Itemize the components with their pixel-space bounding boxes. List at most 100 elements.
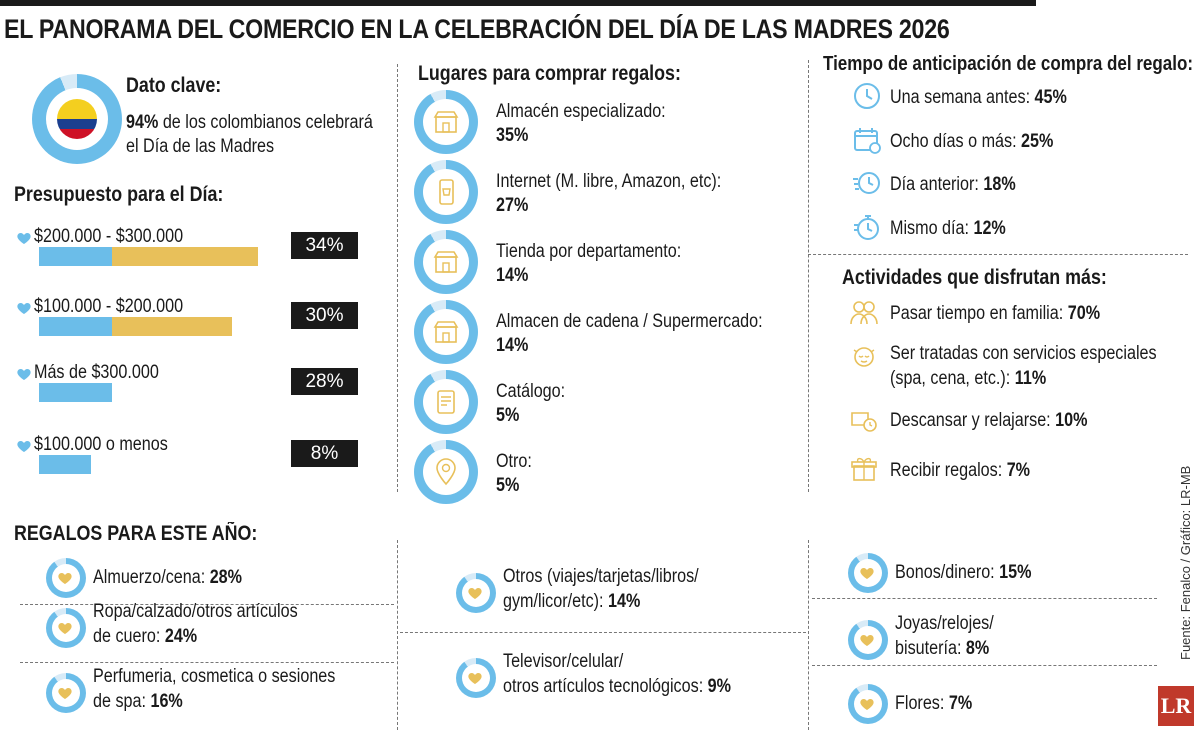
place-donut-hole: [423, 99, 469, 145]
activity-item: Recibir regalos: 7%: [890, 459, 1030, 482]
place-pct: 5%: [496, 405, 520, 426]
gift-icon: [848, 453, 880, 485]
heart-icon: [859, 565, 875, 581]
gift-pct: 7%: [948, 693, 973, 714]
gift-line-2: de cuero: 24%: [93, 625, 197, 648]
budget-bar-blue: [39, 247, 112, 266]
gift-pct: 8%: [965, 638, 990, 659]
activity-item: Pasar tiempo en familia: 70%: [890, 302, 1100, 325]
dato-clave-line-2: el Día de las Madres: [126, 136, 275, 157]
gift-pct: 24%: [164, 626, 198, 647]
place-label: Otro:: [496, 451, 532, 472]
phone-shop-icon: [430, 176, 462, 208]
budget-bar-blue: [39, 455, 91, 474]
gifts-heading: REGALOS PARA ESTE AÑO:: [14, 522, 258, 545]
clock-icon: [851, 80, 883, 112]
colombia-flag-icon: [57, 99, 97, 139]
gift-pct: 9%: [707, 676, 732, 697]
gift-line-2: gym/licor/etc): 14%: [503, 590, 640, 613]
gift-label-2: de spa:: [93, 691, 146, 712]
place-pct: 35%: [496, 125, 529, 146]
timing-item: Día anterior: 18%: [890, 173, 1016, 196]
family-icon: [848, 296, 880, 328]
gift-line-2: de spa: 16%: [93, 690, 183, 713]
place-label: Almacén especializado:: [496, 101, 666, 122]
activity-label: Descansar y relajarse:: [890, 410, 1051, 431]
separator-gifts-row-3b: [812, 665, 1157, 666]
store-icon: [430, 316, 462, 348]
places-heading: Lugares para comprar regalos:: [418, 62, 681, 85]
budget-label: $200.000 - $300.000: [34, 226, 184, 247]
gift-pct: 15%: [999, 562, 1032, 583]
budget-bar-gold: [112, 317, 232, 336]
gift-item: Flores: 7%: [895, 692, 972, 715]
activity-pct: 10%: [1055, 410, 1088, 431]
gift-line-2: otros artículos tecnológicos: 9%: [503, 675, 731, 698]
activities-heading: Actividades que disfrutan más:: [842, 266, 1107, 289]
place-pct: 14%: [496, 335, 529, 356]
separator-timing-activities: [808, 254, 1188, 255]
location-pin-icon: [430, 456, 462, 488]
timing-label: Mismo día:: [890, 218, 969, 239]
timing-pct: 45%: [1034, 87, 1067, 108]
gift-label: Televisor/celular/: [503, 651, 624, 672]
gift-item: Almuerzo/cena: 28%: [93, 566, 242, 589]
gift-label: Bonos/dinero:: [895, 562, 995, 583]
budget-pct-badge: 28%: [291, 368, 358, 395]
activity-pct: 11%: [1014, 368, 1047, 389]
heart-icon: [16, 366, 32, 382]
budget-label: $100.000 o menos: [34, 434, 168, 455]
place-label: Tienda por departamento:: [496, 241, 682, 262]
budget-pct-badge: 34%: [291, 232, 358, 259]
separator-left: [397, 64, 398, 492]
separator-right: [808, 60, 809, 492]
gift-label: Flores:: [895, 693, 945, 714]
gift-label-2: otros artículos tecnológicos:: [503, 676, 704, 697]
budget-label: Más de $300.000: [34, 362, 159, 383]
heart-icon: [57, 685, 73, 701]
activity-label: Recibir regalos:: [890, 460, 1003, 481]
store-icon: [430, 246, 462, 278]
timing-item: Una semana antes: 45%: [890, 86, 1067, 109]
gift-label: Ropa/calzado/otros artículos: [93, 601, 298, 622]
page-title: EL PANORAMA DEL COMERCIO EN LA CELEBRACI…: [4, 14, 950, 44]
separator-gifts-2: [808, 540, 809, 730]
dato-clave-heading: Dato clave:: [126, 74, 222, 97]
gift-pct: 14%: [608, 591, 641, 612]
separator-gifts-row-2: [400, 632, 806, 633]
activity-item: Descansar y relajarse: 10%: [890, 409, 1087, 432]
separator-gifts-row-1b: [20, 662, 394, 663]
activity-pct: 7%: [1006, 460, 1031, 481]
place-donut-hole: [423, 239, 469, 285]
heart-icon: [16, 230, 32, 246]
top-rule: [0, 0, 1036, 6]
heart-icon: [16, 300, 32, 316]
heart-icon: [57, 570, 73, 586]
heart-icon: [57, 620, 73, 636]
place-label: Catálogo:: [496, 381, 566, 402]
gift-label: Perfumeria, cosmetica o sesiones: [93, 666, 336, 687]
place-donut-hole: [423, 169, 469, 215]
heart-icon: [467, 585, 483, 601]
store-icon: [430, 106, 462, 138]
place-donut-hole: [423, 379, 469, 425]
gift-label: Almuerzo/cena:: [93, 567, 206, 588]
gift-pct: 16%: [150, 691, 183, 712]
timing-item: Mismo día: 12%: [890, 217, 1006, 240]
activity-label-2: (spa, cena, etc.):: [890, 368, 1011, 389]
timing-item: Ocho días o más: 25%: [890, 130, 1053, 153]
budget-bar-blue: [39, 383, 112, 402]
gift-line-2: bisutería: 8%: [895, 637, 989, 660]
activity-pct: 70%: [1067, 303, 1101, 324]
place-pct: 14%: [496, 265, 529, 286]
rest-icon: [848, 403, 880, 435]
timing-label: Día anterior:: [890, 174, 979, 195]
timing-heading: Tiempo de anticipación de compra del reg…: [823, 53, 1194, 75]
place-pct: 27%: [496, 195, 529, 216]
activity-line-2: (spa, cena, etc.): 11%: [890, 367, 1046, 390]
budget-pct-badge: 30%: [291, 302, 358, 329]
place-label: Internet (M. libre, Amazon, etc):: [496, 171, 722, 192]
gift-label-2: gym/licor/etc):: [503, 591, 604, 612]
stopwatch-icon: [851, 211, 883, 243]
gift-label-2: de cuero:: [93, 626, 161, 647]
